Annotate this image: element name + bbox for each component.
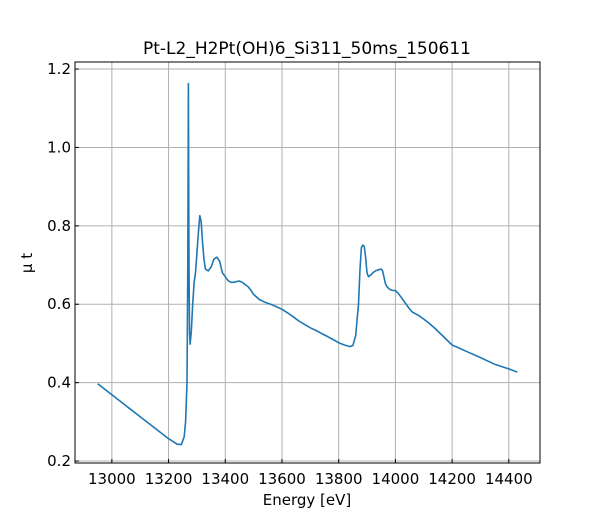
y-tick-label: 1.2 [47,60,71,78]
x-tick-label: 13800 [315,470,363,488]
series-line [97,82,518,446]
x-axis-label: Energy [eV] [263,491,351,509]
x-tick-label: 13200 [145,470,193,488]
y-tick-label: 0.8 [47,217,71,235]
axis-ticks: 13000 13200 13400 13600 13800 14000 14200 14400… [47,60,533,488]
x-tick-label: 13400 [201,470,249,488]
x-tick-label: 14200 [428,470,476,488]
x-tick-label: 14400 [485,470,533,488]
x-tick-label: 13000 [88,470,136,488]
chart-title: Pt-L2_H2Pt(OH)6_Si311_50ms_150611 [143,39,471,59]
x-tick-label: 14000 [372,470,420,488]
plot-area [97,82,518,446]
y-tick-label: 0.2 [47,452,71,470]
y-tick-label: 0.4 [47,374,71,392]
grid [75,62,540,463]
x-tick-label: 13600 [258,470,306,488]
y-axis-label: μ t [18,253,36,273]
axes-frame [74,61,541,464]
y-tick-label: 0.6 [47,295,71,313]
y-tick-label: 1.0 [47,138,71,156]
